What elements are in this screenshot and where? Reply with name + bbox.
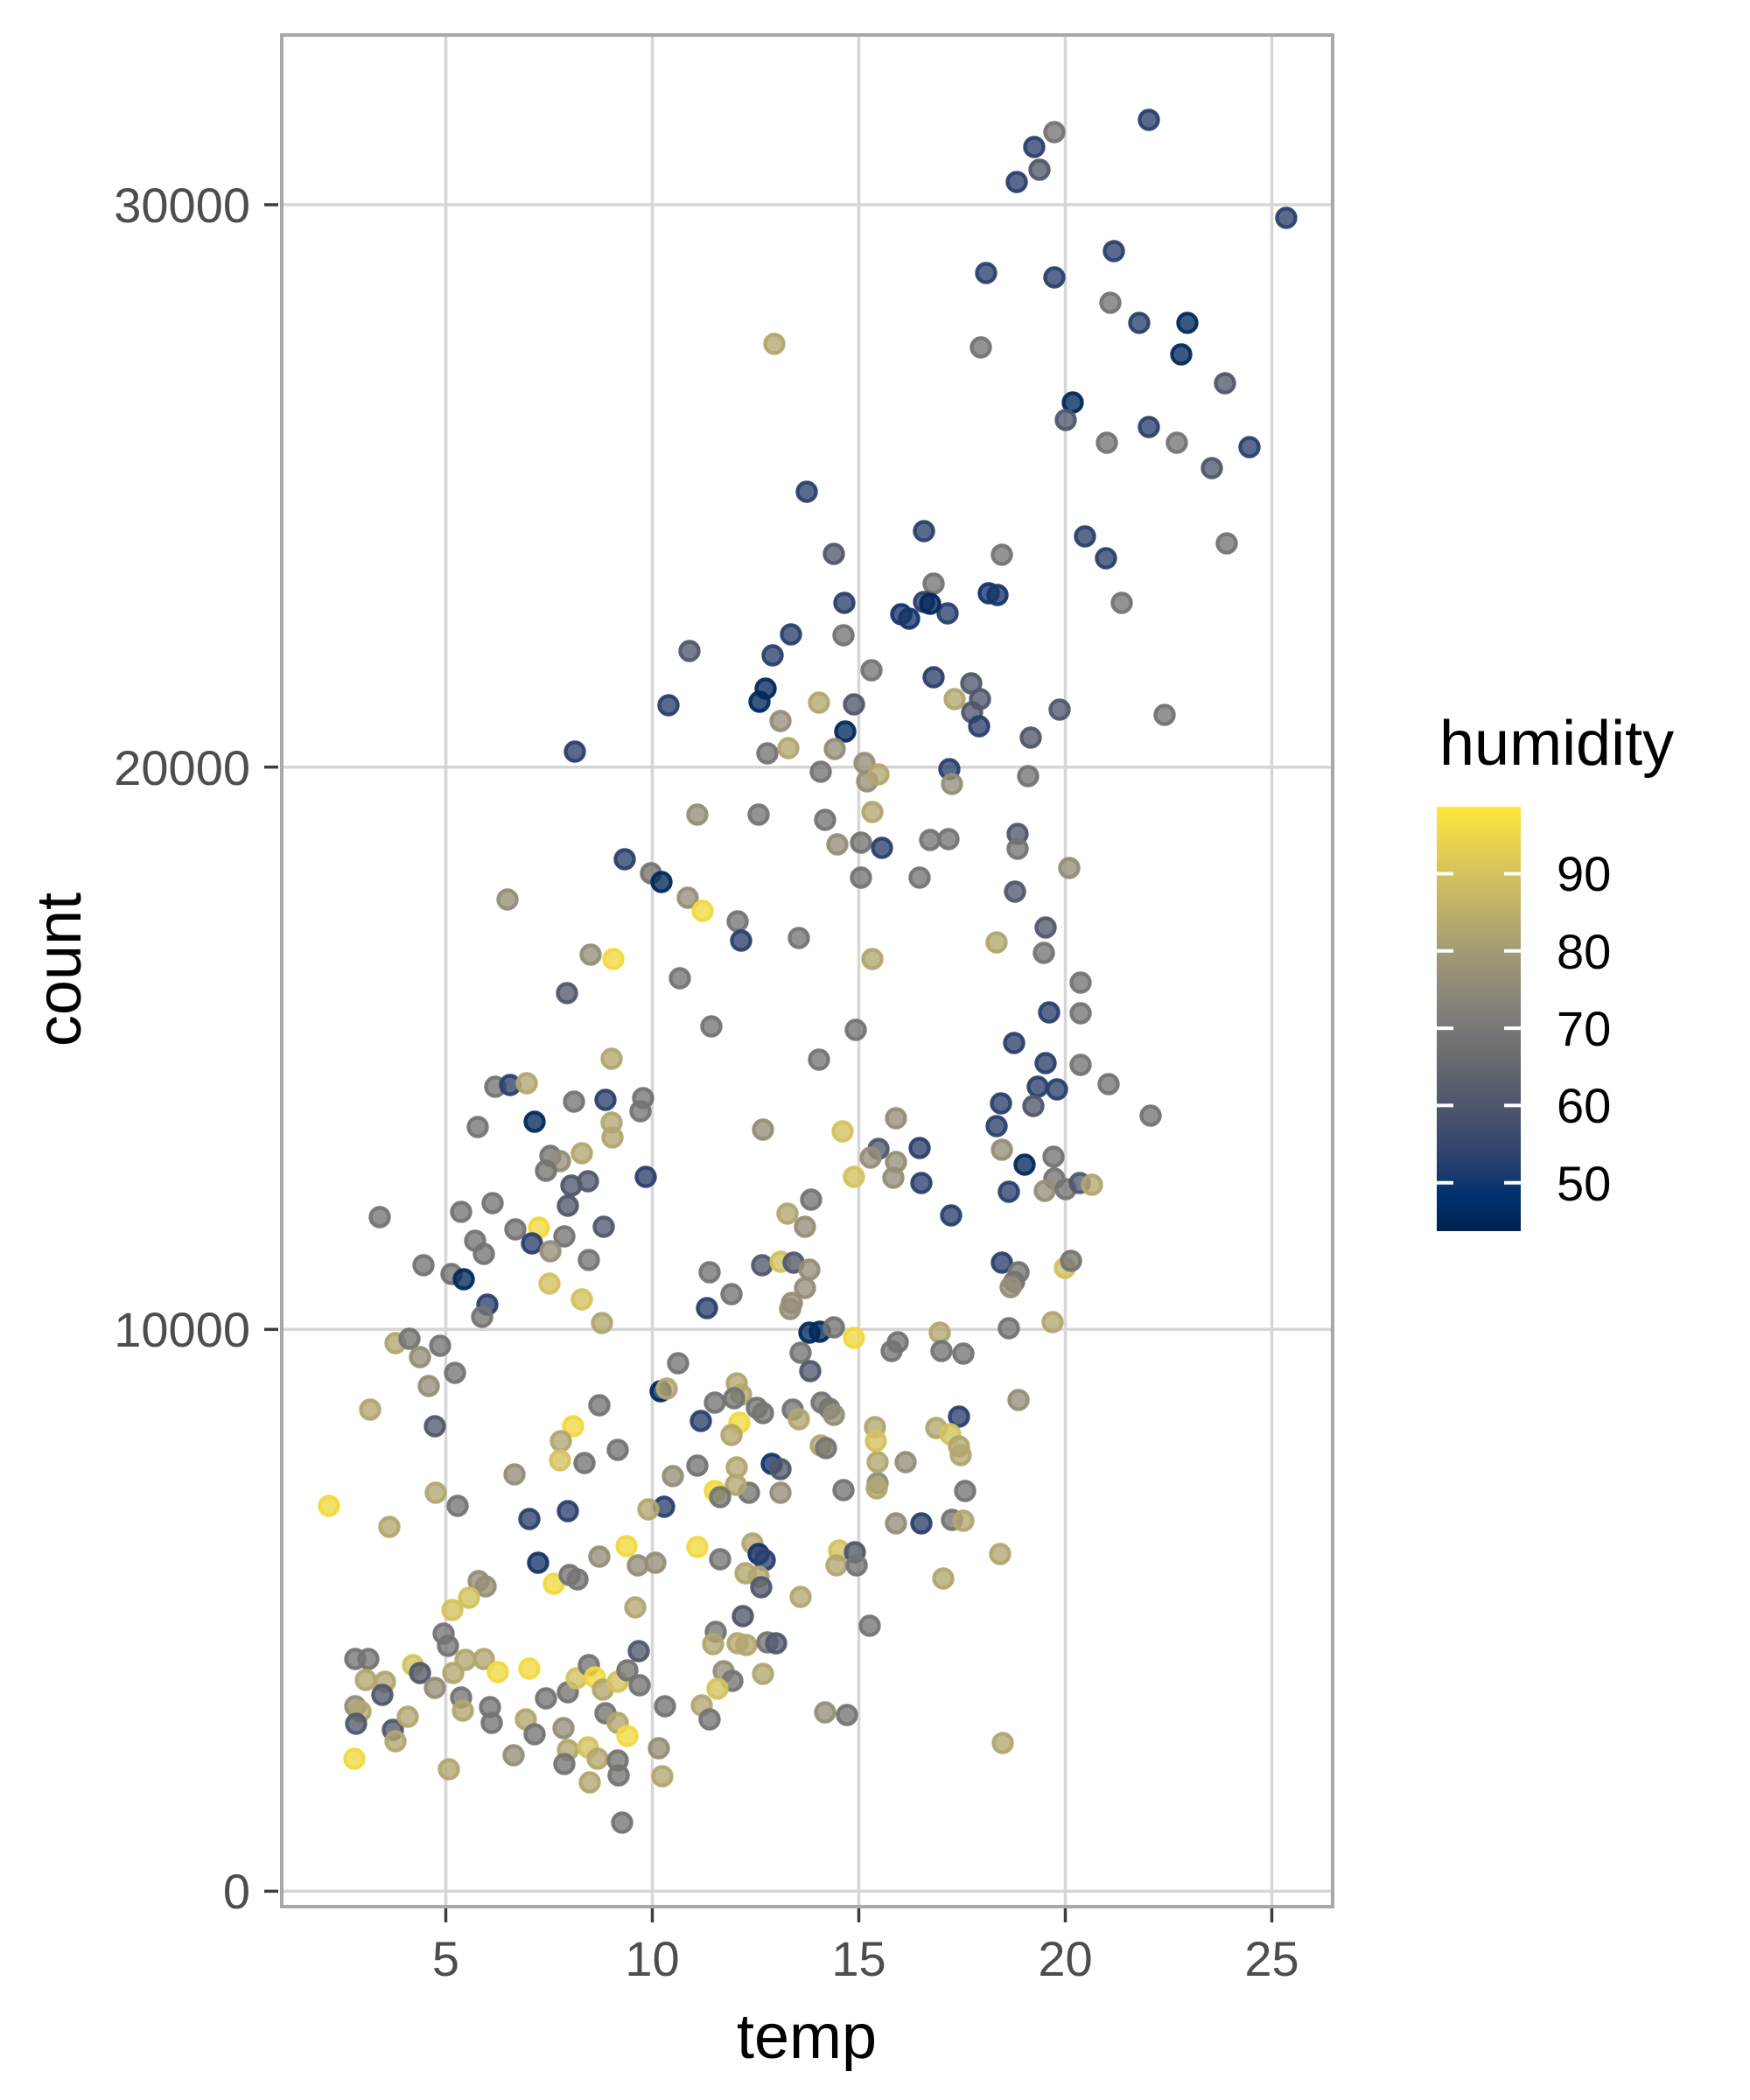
svg-text:60: 60 [1557, 1078, 1611, 1133]
svg-text:10: 10 [625, 1931, 679, 1986]
svg-text:5: 5 [432, 1931, 459, 1986]
svg-text:20000: 20000 [114, 740, 250, 795]
svg-text:50: 50 [1557, 1156, 1611, 1211]
svg-text:80: 80 [1557, 924, 1611, 979]
svg-text:0: 0 [223, 1864, 250, 1919]
svg-text:25: 25 [1244, 1931, 1298, 1986]
svg-text:temp: temp [737, 2002, 877, 2072]
svg-text:30000: 30000 [114, 178, 250, 233]
svg-text:10000: 10000 [114, 1302, 250, 1357]
svg-text:humidity: humidity [1439, 709, 1674, 779]
svg-text:70: 70 [1557, 1001, 1611, 1056]
svg-text:count: count [24, 892, 94, 1046]
svg-text:90: 90 [1557, 846, 1611, 901]
svg-text:15: 15 [831, 1931, 886, 1986]
svg-text:20: 20 [1038, 1931, 1092, 1986]
